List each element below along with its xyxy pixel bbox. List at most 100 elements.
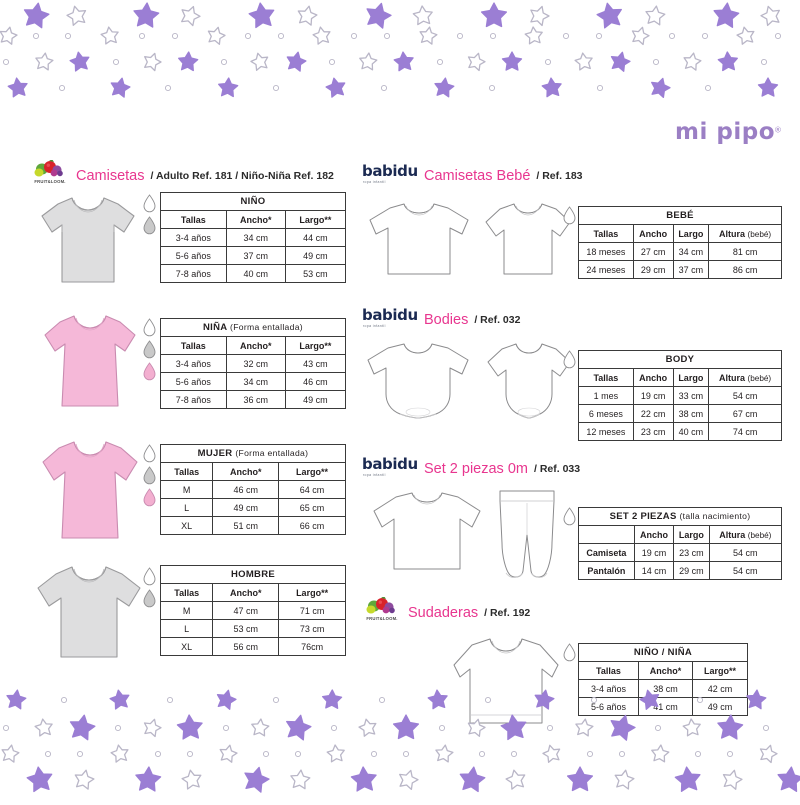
star-pattern-top — [0, 0, 800, 118]
table-title: NIÑO — [160, 192, 346, 211]
color-drop-white — [142, 194, 157, 213]
table-cell: 49 cm — [692, 697, 748, 716]
column-header: Tallas — [160, 210, 227, 229]
table-cell: XL — [159, 637, 214, 656]
color-drop-gray — [142, 340, 157, 359]
section-header-camisetas: FRUIT&LOOM. Camisetas / Adulto Ref. 181 … — [30, 159, 350, 184]
table-row: M 47 cm 71 cm — [159, 601, 346, 620]
table-row: 3-4 años 32 cm 43 cm — [160, 354, 347, 373]
column-header: Largo** — [278, 462, 346, 481]
table-cell: 29 cm — [673, 561, 710, 580]
size-block-bebe: BEBÉ Tallas Ancho Largo Altura (bebé) 18 mese… — [362, 184, 782, 304]
column-header: Ancho* — [225, 210, 286, 229]
table-cell: 47 cm — [212, 601, 280, 620]
column-header: Tallas — [578, 661, 639, 680]
babidu-tagline: ropa infantil — [363, 180, 386, 184]
column-header: Ancho* — [637, 661, 694, 680]
column-header: Largo — [673, 525, 710, 544]
fruit-of-the-loom-logo-icon: FRUIT&LOOM. — [30, 159, 70, 184]
table-cell: 19 cm — [632, 386, 674, 405]
table-row: XL 56 cm 76cm — [159, 637, 346, 656]
table-cell: 24 meses — [578, 260, 634, 279]
column-header: Altura (bebé) — [708, 525, 783, 544]
babidu-tagline: ropa infantil — [363, 473, 386, 477]
fruit-of-the-loom-logo-icon: FRUIT&LOOM. — [362, 596, 402, 621]
column-header: Largo — [672, 224, 710, 243]
table-cell: 38 cm — [672, 404, 710, 423]
column-header: Tallas — [159, 583, 214, 602]
table-title: SET 2 PIEZAS (talla nacimiento) — [578, 507, 782, 526]
table-cell: 44 cm — [284, 228, 347, 247]
brand-registered-mark: ® — [775, 125, 781, 135]
color-drop-gray — [142, 589, 157, 608]
section-subtitle-sudaderas: / Ref. 192 — [484, 607, 531, 619]
table-cell: 41 cm — [637, 697, 694, 716]
fruit-of-the-loom-wordmark: FRUIT&LOOM. — [366, 616, 398, 621]
table-row: 7-8 años 40 cm 53 cm — [160, 264, 347, 283]
column-header: Tallas — [578, 224, 634, 243]
table-cell: 34 cm — [225, 228, 286, 247]
table-cell: M — [159, 601, 214, 620]
column-header: Altura (bebé) — [708, 368, 782, 387]
table-cell: 53 cm — [284, 264, 347, 283]
size-block-body: BODY Tallas Ancho Largo Altura (bebé) 1 mes 19… — [362, 328, 782, 453]
table-cell: 53 cm — [212, 619, 280, 638]
column-header: Ancho* — [212, 583, 280, 602]
table-title-row: NIÑO / NIÑA — [578, 643, 748, 662]
table-cell: 46 cm — [212, 480, 280, 499]
color-drop-pink — [142, 362, 157, 381]
longsleeve-shirt-illustration — [364, 198, 474, 287]
table-row: 5-6 años 34 cm 46 cm — [160, 372, 347, 391]
table-cell: 76cm — [278, 637, 346, 656]
table-cell: 6 meses — [578, 404, 634, 423]
tshirt-illustration-hombre — [34, 561, 144, 670]
table-cell: 42 cm — [692, 679, 748, 698]
size-table-sudaderas: NIÑO / NIÑA Tallas Ancho* Largo** 3-4 años 38… — [578, 643, 748, 716]
table-title: NIÑA (Forma entallada) — [160, 318, 346, 337]
table-header-row: Tallas Ancho* Largo** — [160, 210, 347, 229]
table-title-row: HOMBRE — [160, 565, 346, 584]
table-header-row: Tallas Ancho* Largo** — [578, 661, 748, 680]
table-cell: 54 cm — [708, 386, 782, 405]
bodysuit-longsleeve-illustration — [362, 338, 474, 435]
table-row: 5-6 años 37 cm 49 cm — [160, 246, 347, 265]
size-table-nino: NIÑO Tallas Ancho* Largo** 3-4 años 34 cm 44 c… — [160, 192, 347, 283]
table-row: 7-8 años 36 cm 49 cm — [160, 390, 347, 409]
table-cell: 46 cm — [284, 372, 347, 391]
table-cell: 64 cm — [278, 480, 346, 499]
table-cell: 43 cm — [284, 354, 347, 373]
color-drop-gray — [142, 466, 157, 485]
table-cell: 22 cm — [632, 404, 674, 423]
table-cell: 37 cm — [225, 246, 286, 265]
color-drop-white — [142, 444, 157, 463]
size-table-nina: NIÑA (Forma entallada) Tallas Ancho* Largo*… — [160, 318, 347, 409]
table-title-row: NIÑO — [160, 192, 346, 211]
column-header: Largo** — [278, 583, 346, 602]
table-row: 5-6 años 41 cm 49 cm — [578, 697, 748, 716]
babidu-logo-icon: babidu ropa infantil — [362, 304, 418, 329]
color-drop-gray — [142, 216, 157, 235]
color-drop-white — [562, 643, 577, 662]
table-cell: 27 cm — [632, 242, 674, 261]
section-header-set-2-piezas: babidu ropa infantil Set 2 piezas 0m / R… — [362, 453, 782, 478]
table-cell: 56 cm — [212, 637, 280, 656]
size-table-mujer: MUJER (Forma entallada) Tallas Ancho* Largo… — [159, 444, 346, 535]
bodysuit-shortsleeve-illustration — [480, 338, 578, 435]
size-table-bebe: BEBÉ Tallas Ancho Largo Altura (bebé) 18 mese… — [578, 206, 782, 279]
table-cell: 3-4 años — [578, 679, 639, 698]
table-title-row: MUJER (Forma entallada) — [160, 444, 346, 463]
table-cell: 36 cm — [225, 390, 286, 409]
table-row: 18 meses 27 cm 34 cm 81 cm — [578, 242, 782, 261]
tshirt-illustration-nino — [36, 192, 140, 293]
table-cell: 23 cm — [632, 422, 674, 441]
left-column: FRUIT&LOOM. Camisetas / Adulto Ref. 181 … — [30, 159, 350, 677]
section-title-camisetas: Camisetas — [76, 168, 145, 184]
table-header-row: Tallas Ancho* Largo** — [160, 336, 347, 355]
section-title-sudaderas: Sudaderas — [408, 605, 479, 621]
table-cell: 34 cm — [225, 372, 286, 391]
color-drop-white — [142, 567, 157, 586]
size-block-sudaderas: NIÑO / NIÑA Tallas Ancho* Largo** 3-4 años 38… — [362, 621, 782, 731]
table-title-row: SET 2 PIEZAS (talla nacimiento) — [578, 507, 782, 526]
table-cell: 33 cm — [672, 386, 710, 405]
section-subtitle-camisetas-bebe: / Ref. 183 — [536, 170, 583, 182]
